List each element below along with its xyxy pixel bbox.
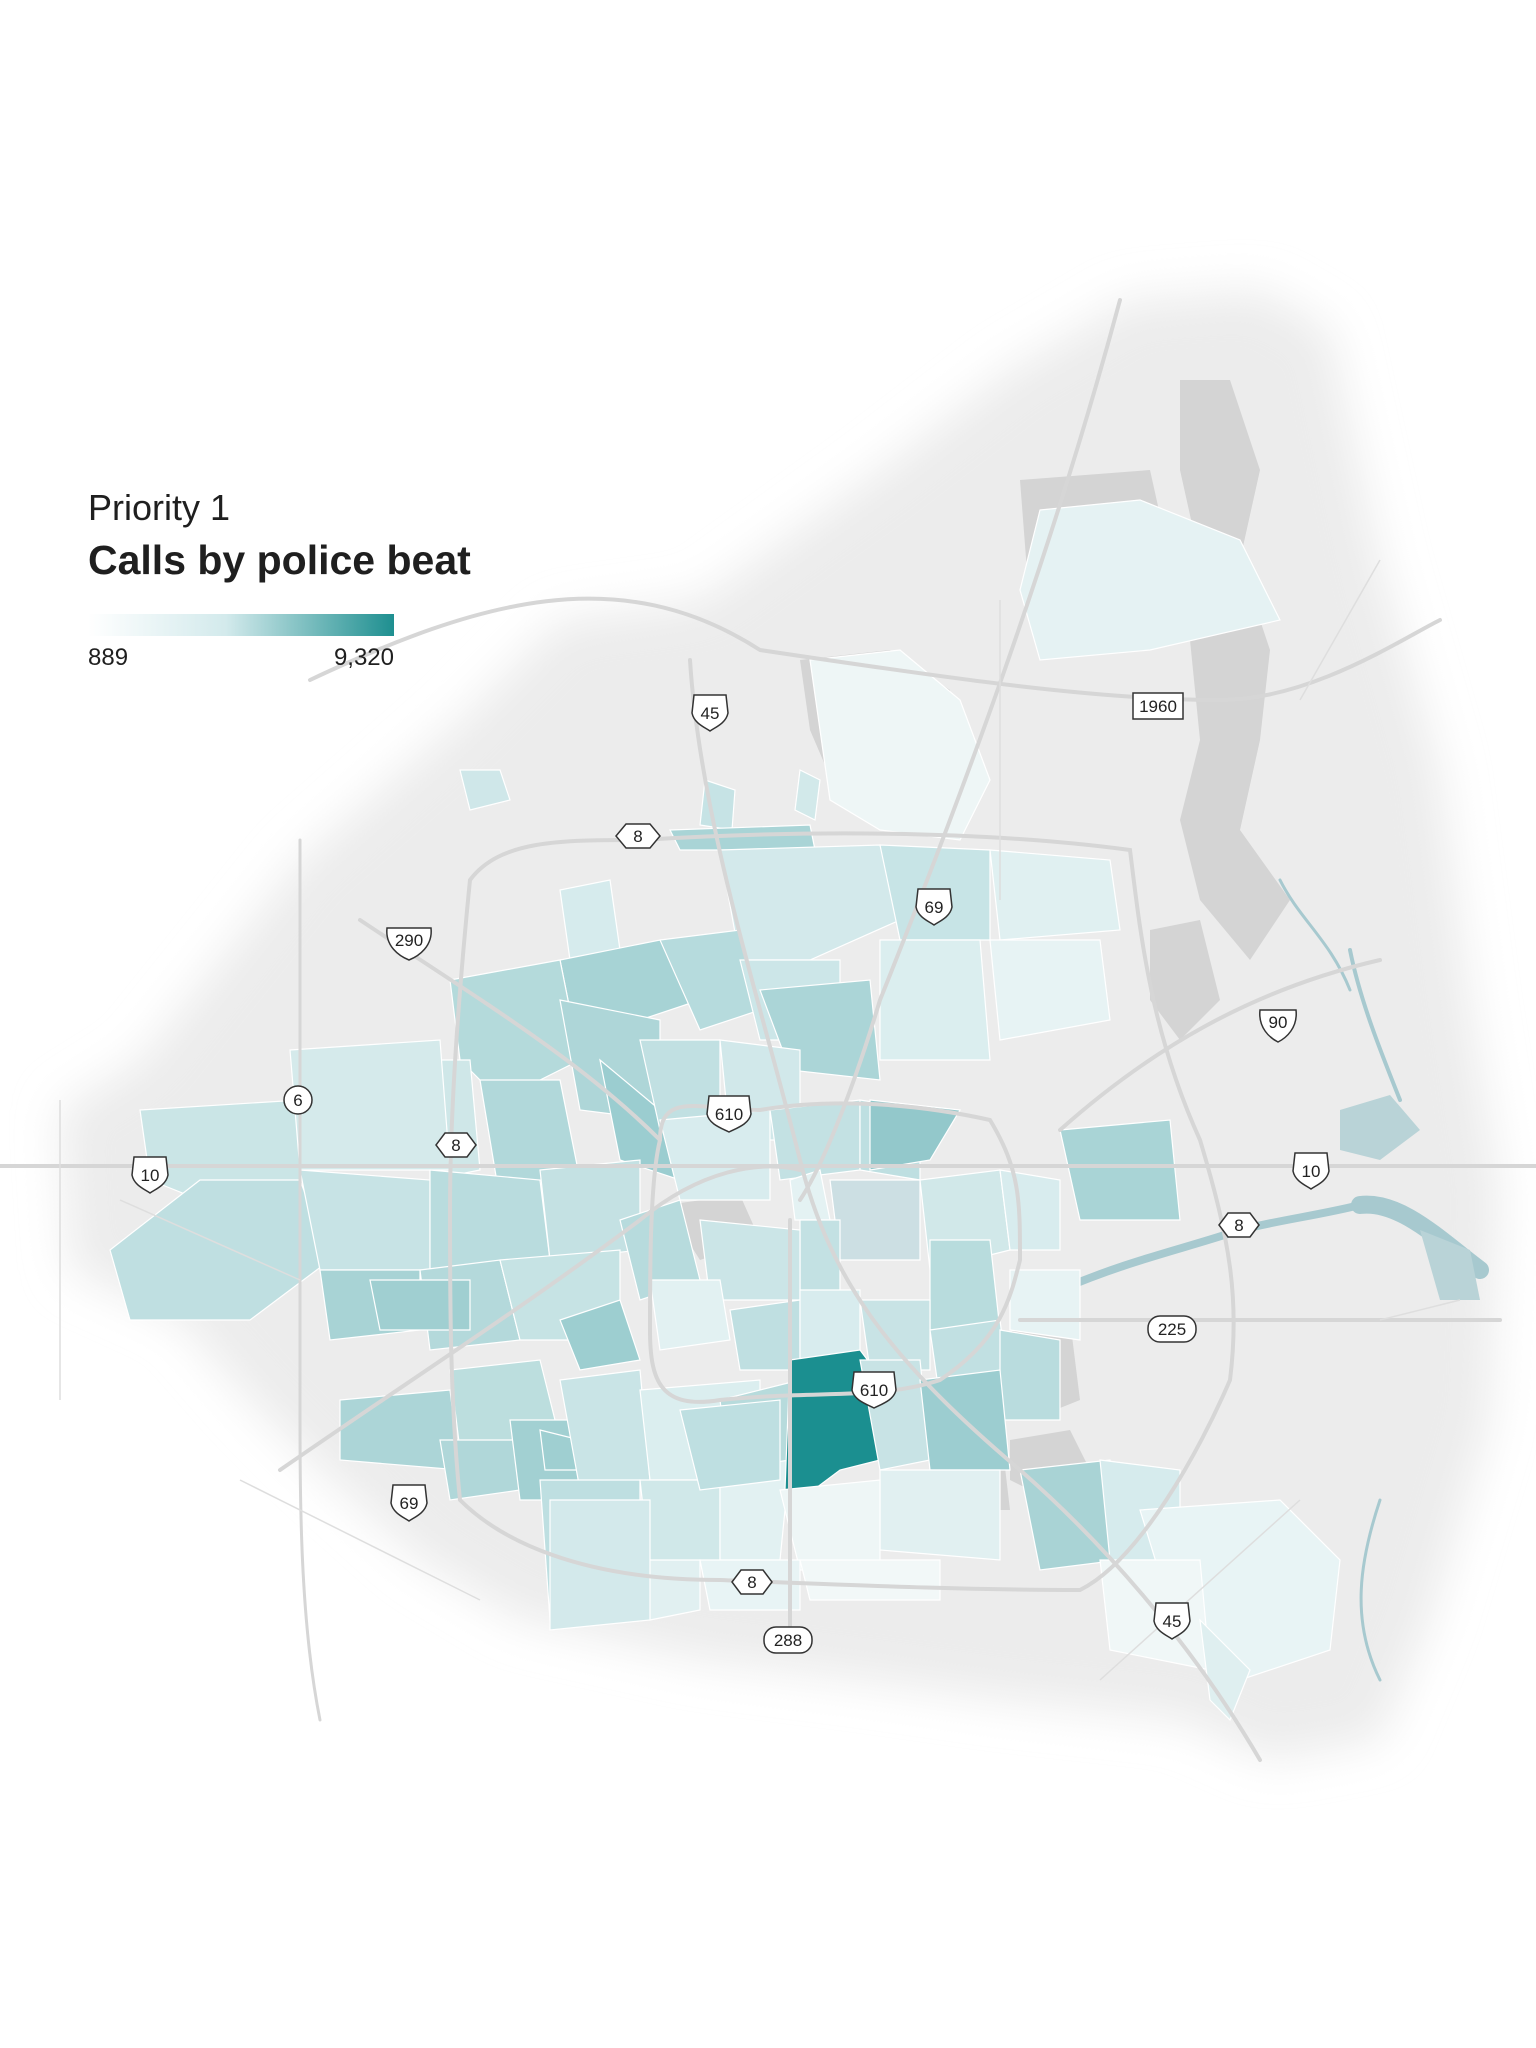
beltway-8-south-shield: 8 <box>731 1569 773 1595</box>
interstate-69-north-shield: 69 <box>915 888 953 926</box>
interstate-45-south-shield: 45 <box>1153 1602 1191 1640</box>
svg-text:10: 10 <box>141 1166 160 1185</box>
us-290-shield: 290 <box>386 927 432 961</box>
svg-text:8: 8 <box>1234 1216 1243 1235</box>
svg-text:290: 290 <box>395 931 423 950</box>
scale-max-label: 9,320 <box>333 644 394 671</box>
svg-text:90: 90 <box>1269 1013 1288 1032</box>
beltway-8-east-shield: 8 <box>1218 1212 1260 1238</box>
svg-text:45: 45 <box>1163 1612 1182 1631</box>
interstate-610-north-shield: 610 <box>706 1095 752 1133</box>
legend: Priority 1 Calls by police beat 889 9,32… <box>88 490 471 672</box>
color-scale-bar <box>88 614 394 636</box>
color-scale-labels: 889 9,320 <box>88 644 394 672</box>
highways <box>0 298 1536 1762</box>
state-288-shield: 288 <box>763 1626 813 1654</box>
svg-text:6: 6 <box>293 1091 302 1110</box>
interstate-45-north-shield: 45 <box>691 694 729 732</box>
state-225-shield: 225 <box>1147 1315 1197 1343</box>
svg-text:610: 610 <box>860 1381 888 1400</box>
bay-water <box>1340 1095 1480 1300</box>
svg-text:8: 8 <box>451 1136 460 1155</box>
scale-min-label: 889 <box>88 644 129 671</box>
svg-text:8: 8 <box>747 1573 756 1592</box>
legend-kicker: Priority 1 <box>88 487 231 528</box>
interstate-10-east-shield: 10 <box>1292 1152 1330 1190</box>
us-6-shield: 6 <box>283 1085 313 1115</box>
route-shields: 45 1960 8 69 290 90 6 610 <box>131 692 1330 1654</box>
beltway-8-west-shield: 8 <box>435 1132 477 1158</box>
map-title: Calls by police beat <box>88 537 471 583</box>
beltway-8-north-shield: 8 <box>615 823 661 849</box>
svg-text:1960: 1960 <box>1139 697 1177 716</box>
interstate-610-south-shield: 610 <box>851 1371 897 1409</box>
state-1960-shield: 1960 <box>1132 692 1184 720</box>
interstate-10-west-shield: 10 <box>131 1156 169 1194</box>
svg-text:69: 69 <box>925 898 944 917</box>
minor-roads <box>59 559 1461 1681</box>
svg-text:45: 45 <box>701 704 720 723</box>
svg-text:8: 8 <box>633 827 642 846</box>
interstate-69-south-shield: 69 <box>390 1484 428 1522</box>
svg-text:69: 69 <box>400 1494 419 1513</box>
svg-text:225: 225 <box>1158 1320 1186 1339</box>
us-90-shield: 90 <box>1259 1009 1297 1043</box>
svg-text:288: 288 <box>774 1631 802 1650</box>
svg-text:10: 10 <box>1302 1162 1321 1181</box>
svg-text:610: 610 <box>715 1105 743 1124</box>
